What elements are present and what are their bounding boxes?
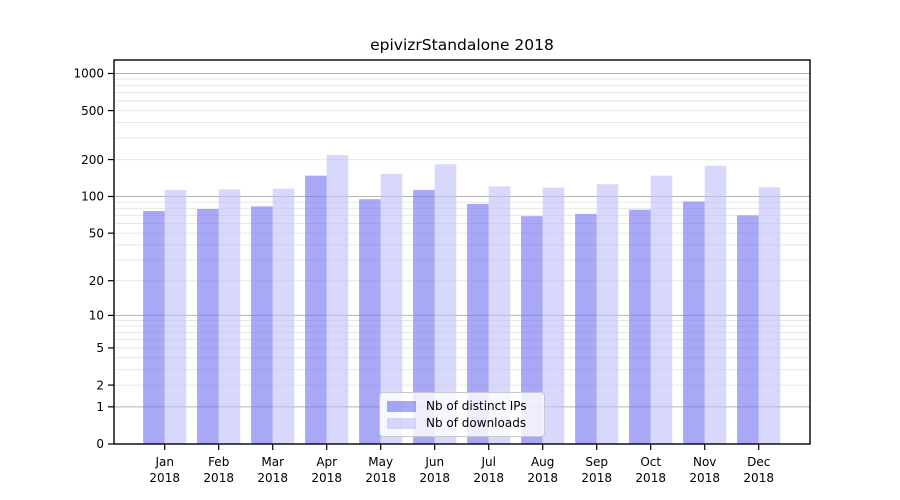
x-tick-label-month: Aug bbox=[531, 455, 554, 469]
bar-distinct-ips-apr bbox=[305, 175, 327, 444]
x-tick-label-year: 2018 bbox=[419, 471, 450, 485]
x-tick-label-month: Jan bbox=[154, 455, 174, 469]
bar-downloads-jun bbox=[434, 164, 457, 444]
bar-distinct-ips-dec bbox=[737, 215, 759, 444]
bar-downloads-jul bbox=[488, 186, 511, 444]
bar-distinct-ips-jun bbox=[413, 189, 435, 444]
x-tick-label-year: 2018 bbox=[473, 471, 504, 485]
x-tick-label-year: 2018 bbox=[635, 471, 666, 485]
x-tick-label-year: 2018 bbox=[581, 471, 612, 485]
bar-downloads-may bbox=[380, 173, 403, 444]
y-tick-label: 50 bbox=[89, 226, 104, 240]
y-tick-label: 20 bbox=[89, 274, 104, 288]
legend-swatch-distinct-ips bbox=[387, 400, 416, 412]
legend: Nb of distinct IPs Nb of downloads bbox=[379, 392, 545, 437]
bar-downloads-oct bbox=[650, 175, 673, 444]
x-tick-label-month: Jul bbox=[480, 455, 495, 469]
y-tick-label: 2 bbox=[96, 378, 104, 392]
bar-downloads-aug bbox=[542, 187, 565, 444]
x-tick-label-month: Mar bbox=[261, 455, 284, 469]
x-tick-label-month: Nov bbox=[693, 455, 716, 469]
x-tick-label-month: Sep bbox=[585, 455, 608, 469]
x-axis: Jan 2018 Feb 2018 Mar 2018 Apr 2018 May 2018 Jun 20… bbox=[149, 444, 774, 485]
x-tick-label-month: Feb bbox=[208, 455, 229, 469]
x-tick-label-year: 2018 bbox=[311, 471, 342, 485]
bar-downloads-dec bbox=[758, 187, 781, 444]
bar-downloads-jan bbox=[164, 189, 187, 444]
bar-distinct-ips-aug bbox=[521, 216, 543, 444]
x-tick-label-year: 2018 bbox=[689, 471, 720, 485]
legend-item-downloads: Nb of downloads bbox=[387, 416, 537, 430]
x-tick-label-month: Jun bbox=[424, 455, 444, 469]
x-tick-label-year: 2018 bbox=[365, 471, 396, 485]
x-tick-label-month: May bbox=[368, 455, 393, 469]
bar-downloads-feb bbox=[218, 189, 241, 444]
bar-downloads-apr bbox=[326, 154, 349, 444]
bar-distinct-ips-oct bbox=[629, 209, 651, 444]
y-tick-label: 10 bbox=[89, 309, 104, 323]
x-tick-label-year: 2018 bbox=[257, 471, 288, 485]
x-tick-label-month: Apr bbox=[316, 455, 337, 469]
chart-title: epivizrStandalone 2018 bbox=[370, 36, 554, 54]
y-tick-label: 1000 bbox=[73, 67, 104, 81]
y-tick-label: 0 bbox=[96, 437, 104, 451]
legend-label-downloads: Nb of downloads bbox=[426, 416, 527, 430]
x-tick-label-year: 2018 bbox=[149, 471, 180, 485]
bar-distinct-ips-feb bbox=[197, 208, 219, 444]
legend-item-distinct-ips: Nb of distinct IPs bbox=[387, 399, 537, 413]
x-tick-label-month: Dec bbox=[747, 455, 770, 469]
x-tick-label-year: 2018 bbox=[527, 471, 558, 485]
bar-distinct-ips-sep bbox=[575, 213, 597, 444]
bar-downloads-mar bbox=[272, 188, 295, 444]
y-tick-label: 100 bbox=[81, 190, 104, 204]
y-tick-label: 200 bbox=[81, 153, 104, 167]
plot-border bbox=[113, 59, 811, 445]
bar-distinct-ips-jul bbox=[467, 203, 489, 444]
x-tick-label-year: 2018 bbox=[203, 471, 234, 485]
bars bbox=[143, 154, 781, 445]
y-tick-label: 1 bbox=[96, 400, 104, 414]
bar-distinct-ips-nov bbox=[683, 201, 705, 444]
x-tick-label-year: 2018 bbox=[743, 471, 774, 485]
bar-distinct-ips-may bbox=[359, 199, 381, 444]
y-tick-label: 500 bbox=[81, 104, 104, 118]
bar-downloads-sep bbox=[596, 184, 619, 445]
legend-swatch-downloads bbox=[387, 417, 416, 429]
legend-label-distinct-ips: Nb of distinct IPs bbox=[426, 399, 527, 413]
y-tick-label: 5 bbox=[96, 341, 104, 355]
bar-distinct-ips-jan bbox=[143, 211, 165, 444]
x-tick-label-month: Oct bbox=[640, 455, 661, 469]
bar-downloads-nov bbox=[704, 165, 727, 445]
bar-distinct-ips-mar bbox=[251, 206, 273, 444]
